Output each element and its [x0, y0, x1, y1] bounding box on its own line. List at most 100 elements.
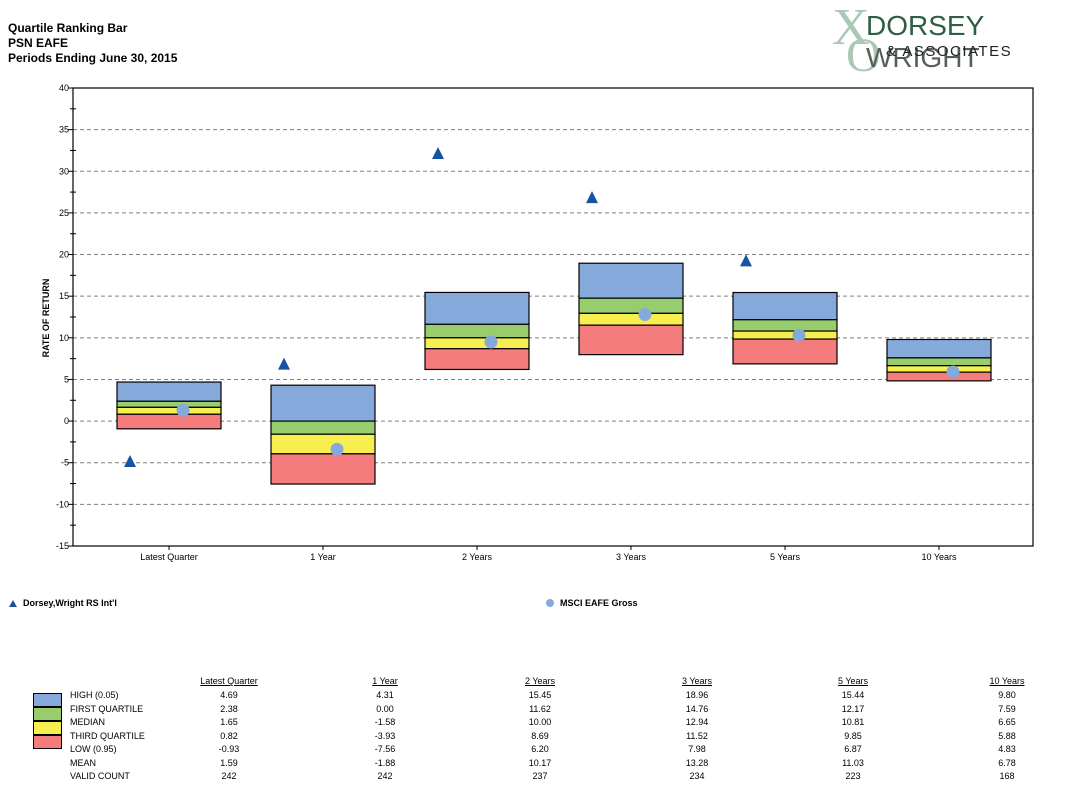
table-cell: 12.17	[841, 703, 865, 714]
table-cell: 9.80	[998, 690, 1016, 700]
table-row-label: LOW (0.95)	[70, 744, 117, 754]
table-cell: -0.93	[218, 744, 240, 754]
report-period: Periods Ending June 30, 2015	[8, 51, 178, 65]
circle-marker	[946, 365, 960, 379]
y-tick-label: -5	[61, 458, 69, 468]
table-cell: 168	[999, 771, 1015, 781]
table-cell: 242	[377, 771, 393, 781]
triangle-marker	[586, 191, 598, 204]
table-cell: 7.98	[688, 744, 706, 754]
table-column-header: Latest Quarter	[200, 676, 258, 686]
table-cell: -7.56	[374, 744, 396, 754]
band-median	[270, 433, 376, 455]
x-tick-label: 1 Year	[310, 552, 336, 562]
band-third-quartile	[886, 371, 992, 382]
band-median	[116, 406, 222, 415]
y-tick-label: 25	[59, 208, 69, 218]
circle-marker	[176, 403, 190, 417]
table-cell: 7.59	[998, 703, 1016, 714]
table-cell: 15.44	[841, 690, 865, 700]
table-cell: 4.83	[998, 744, 1016, 754]
table-cell: 0.82	[220, 730, 238, 741]
table-cell: 237	[532, 771, 548, 781]
table-cell: 1.65	[220, 717, 238, 727]
x-tick-label: 5 Years	[770, 552, 801, 562]
table-column-header: 1 Year	[372, 676, 398, 686]
band-median	[732, 330, 838, 340]
plot-frame	[72, 87, 1034, 547]
table-row-label: MEDIAN	[70, 717, 106, 727]
band-third-quartile	[578, 324, 684, 356]
y-tick-label: 30	[59, 166, 69, 176]
logo-brand-part2: WRIGHT	[866, 42, 980, 73]
quartile-chart: 40 35 30 25 20 15 10 5 0 -5 -10 -15 Latest Quarter 1 …	[41, 83, 1034, 562]
y-tick-label: 20	[59, 250, 69, 260]
logo-brand-part1: DORSEY	[866, 10, 984, 41]
table-cell: 9.85	[844, 730, 862, 741]
table-cell: 223	[845, 771, 861, 781]
grid-lines	[73, 129, 1033, 505]
circle-marker	[792, 328, 806, 342]
y-tick-label: -10	[56, 499, 69, 509]
band-third-quartile	[732, 338, 838, 365]
y-axis-label: RATE OF RETURN	[41, 279, 51, 358]
table-cell: 11.62	[529, 703, 551, 714]
report-header: Quartile Ranking Bar PSN EAFE Periods En…	[8, 21, 177, 66]
table-cell: 11.03	[842, 757, 864, 768]
legend-item-dorsey: Dorsey,Wright RS Int'l	[9, 598, 117, 608]
circle-icon	[546, 599, 554, 607]
band-third-quartile	[424, 348, 530, 371]
x-tick-label: Latest Quarter	[140, 552, 198, 562]
table-cell: -1.58	[374, 717, 396, 727]
band-high	[116, 381, 222, 402]
table-cell: 11.52	[686, 730, 708, 741]
table-cell: -3.93	[374, 730, 396, 741]
y-tick-label: 40	[59, 83, 69, 93]
table-cell: 6.87	[844, 744, 862, 754]
legend-label-dorsey: Dorsey,Wright RS Int'l	[23, 598, 117, 608]
table-row-label: THIRD QUARTILE	[70, 730, 145, 741]
table-row-label: FIRST QUARTILE	[70, 703, 144, 714]
triangle-icon	[9, 599, 17, 607]
circle-marker	[330, 442, 344, 456]
table-row-label: MEAN	[70, 757, 97, 768]
band-first-quartile	[424, 323, 530, 339]
table-cell: 2.38	[220, 703, 238, 714]
band-first-quartile	[578, 297, 684, 314]
y-tick-label: 15	[59, 291, 69, 301]
band-first-quartile	[886, 357, 992, 367]
y-tick-label: -15	[56, 541, 69, 551]
table-cell: 242	[221, 771, 237, 781]
table-cell: 13.28	[685, 757, 709, 768]
report-title: Quartile Ranking Bar	[8, 21, 128, 35]
band-third-quartile	[270, 453, 376, 485]
table-cell: 6.20	[531, 744, 549, 754]
quartile-boxes	[116, 262, 992, 485]
table-row-label: HIGH (0.05)	[70, 690, 119, 700]
table-cell: 1.59	[220, 757, 238, 768]
band-first-quartile	[732, 319, 838, 332]
swatch-high	[33, 693, 62, 707]
band-third-quartile	[116, 413, 222, 430]
band-high	[270, 384, 376, 422]
swatch-first-quartile	[33, 707, 62, 721]
table-cell: 8.69	[531, 730, 549, 741]
triangle-marker	[740, 254, 752, 267]
table-cell: 0.00	[376, 703, 394, 714]
triangle-marker	[432, 146, 444, 159]
table-column-header: 10 Years	[989, 676, 1025, 686]
table-cell: 5.88	[998, 730, 1016, 741]
table-column-header: 5 Years	[837, 676, 869, 686]
band-high	[578, 262, 684, 299]
table-cell: 4.31	[376, 690, 394, 700]
circle-marker	[484, 335, 498, 349]
logo-brand: DORSEY WRIGHT	[866, 10, 1077, 74]
band-median	[886, 365, 992, 373]
table-cell: 10.17	[528, 757, 552, 768]
legend-item-msci: MSCI EAFE Gross	[546, 598, 638, 608]
x-tick-label: 2 Years	[462, 552, 493, 562]
table-cell: -1.88	[374, 757, 396, 768]
table-cell: 10.81	[841, 717, 865, 727]
y-tick-label: 35	[59, 125, 69, 135]
y-tick-label: 0	[64, 416, 69, 426]
